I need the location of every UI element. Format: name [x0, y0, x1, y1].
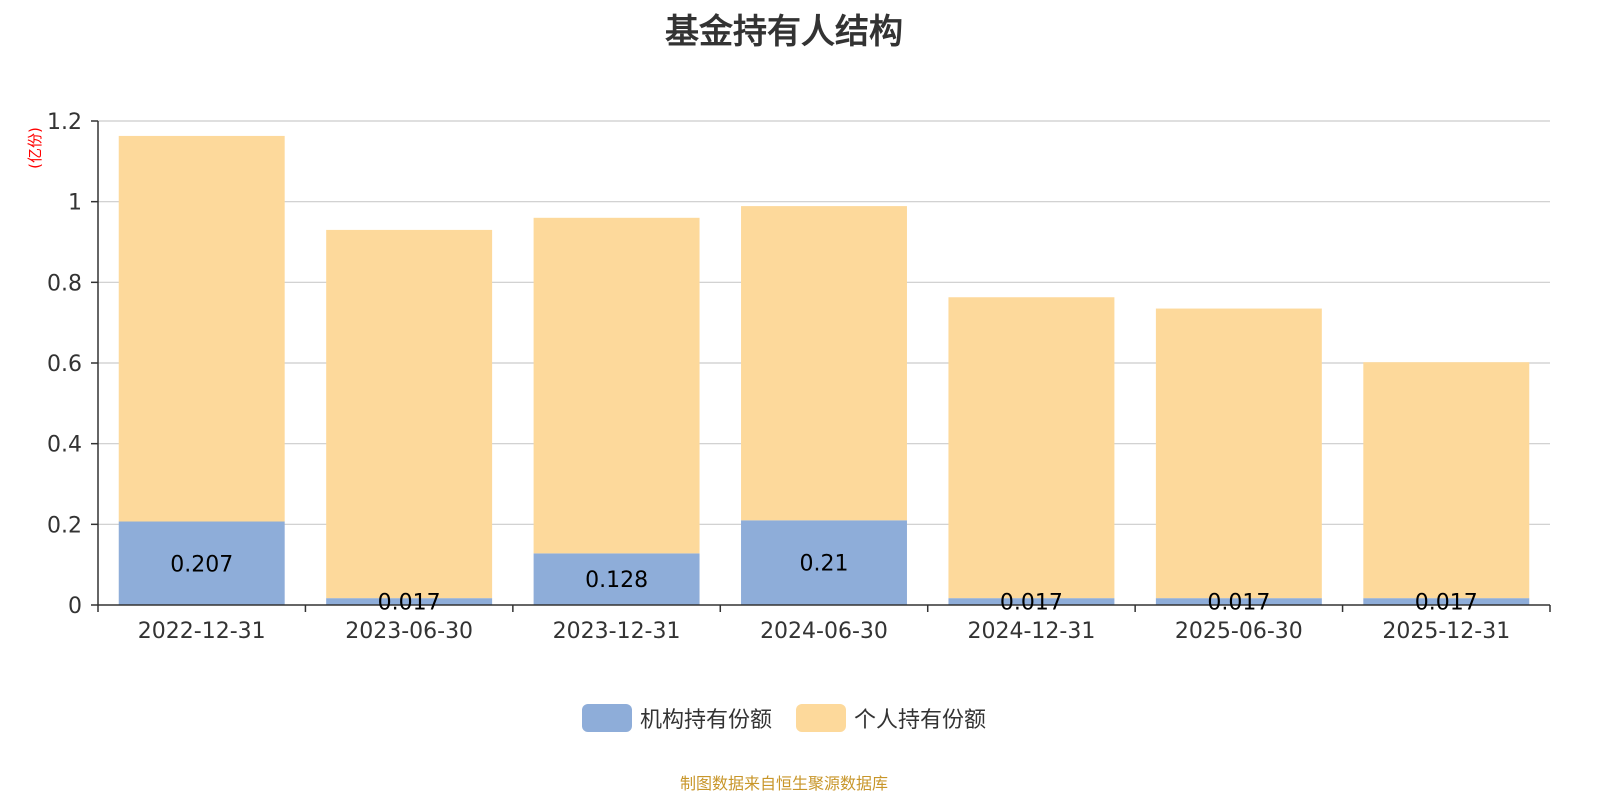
axes: 0 0.2 0.4 0.6 0.8 1 1.2(亿份) 2022-12-31 2023-06-3… [26, 110, 1551, 644]
data-label-institutional: 0.017 [378, 591, 441, 616]
bar-institutional [741, 520, 907, 605]
bar-individual [741, 206, 907, 521]
bar-institutional [1363, 598, 1530, 605]
x-tick-label: 2023-12-31 [553, 619, 681, 644]
y-tick-label: 1.2 [47, 110, 82, 135]
legend: 机构持有份额 个人持有份额 [0, 702, 1568, 734]
bar-individual [533, 217, 700, 554]
data-labels: 0.207 0.017 0.128 0.21 0.017 0.017 0.017 [170, 552, 1478, 616]
y-tick-label: 0.6 [47, 352, 82, 377]
legend-label-institutional: 机构持有份额 [639, 708, 772, 733]
y-tick-label: 1 [68, 191, 82, 216]
data-label-institutional: 0.128 [585, 568, 648, 593]
legend-swatch-individual [796, 704, 846, 732]
source-note: 制图数据来自恒生聚源数据库 [679, 774, 888, 793]
legend-label-individual: 个人持有份额 [854, 708, 987, 733]
data-label-institutional: 0.207 [170, 552, 233, 577]
y-axis-unit-label: (亿份) [26, 127, 44, 169]
bar-institutional [533, 553, 700, 605]
x-tick-label: 2024-06-30 [760, 619, 888, 644]
x-tick-label: 2025-06-30 [1175, 619, 1303, 644]
bar-individual [1363, 362, 1530, 599]
y-tick-label: 0.8 [47, 271, 82, 296]
bar-individual [1155, 308, 1322, 599]
legend-swatch-institutional [581, 704, 632, 732]
stacked-bar-chart: 0 0.2 0.4 0.6 0.8 1 1.2(亿份) 2022-12-31 2023-06-3… [26, 110, 1551, 644]
bar-institutional [326, 598, 493, 605]
legend-item-institutional[interactable]: 机构持有份额 [581, 702, 772, 734]
bar-institutional [118, 521, 285, 605]
bars [118, 135, 1530, 605]
chart-title: 基金持有人结构 [665, 12, 903, 52]
x-tick-label: 2025-12-31 [1382, 619, 1510, 644]
y-tick-label: 0.2 [47, 513, 82, 538]
data-label-institutional: 0.017 [1415, 591, 1478, 616]
bar-individual [326, 229, 493, 599]
data-label-institutional: 0.21 [800, 552, 849, 577]
data-label-institutional: 0.017 [1000, 591, 1063, 616]
bar-individual [948, 297, 1115, 599]
y-tick-label: 0 [68, 594, 82, 619]
x-tick-label: 2022-12-31 [138, 619, 266, 644]
bar-individual [118, 135, 285, 522]
bar-institutional [1155, 598, 1322, 605]
data-label-institutional: 0.017 [1207, 591, 1270, 616]
x-tick-label: 2024-12-31 [967, 619, 1095, 644]
y-tick-label: 0.4 [47, 433, 82, 458]
legend-item-individual[interactable]: 个人持有份额 [796, 702, 986, 734]
bar-institutional [948, 598, 1115, 605]
x-tick-label: 2023-06-30 [345, 619, 473, 644]
